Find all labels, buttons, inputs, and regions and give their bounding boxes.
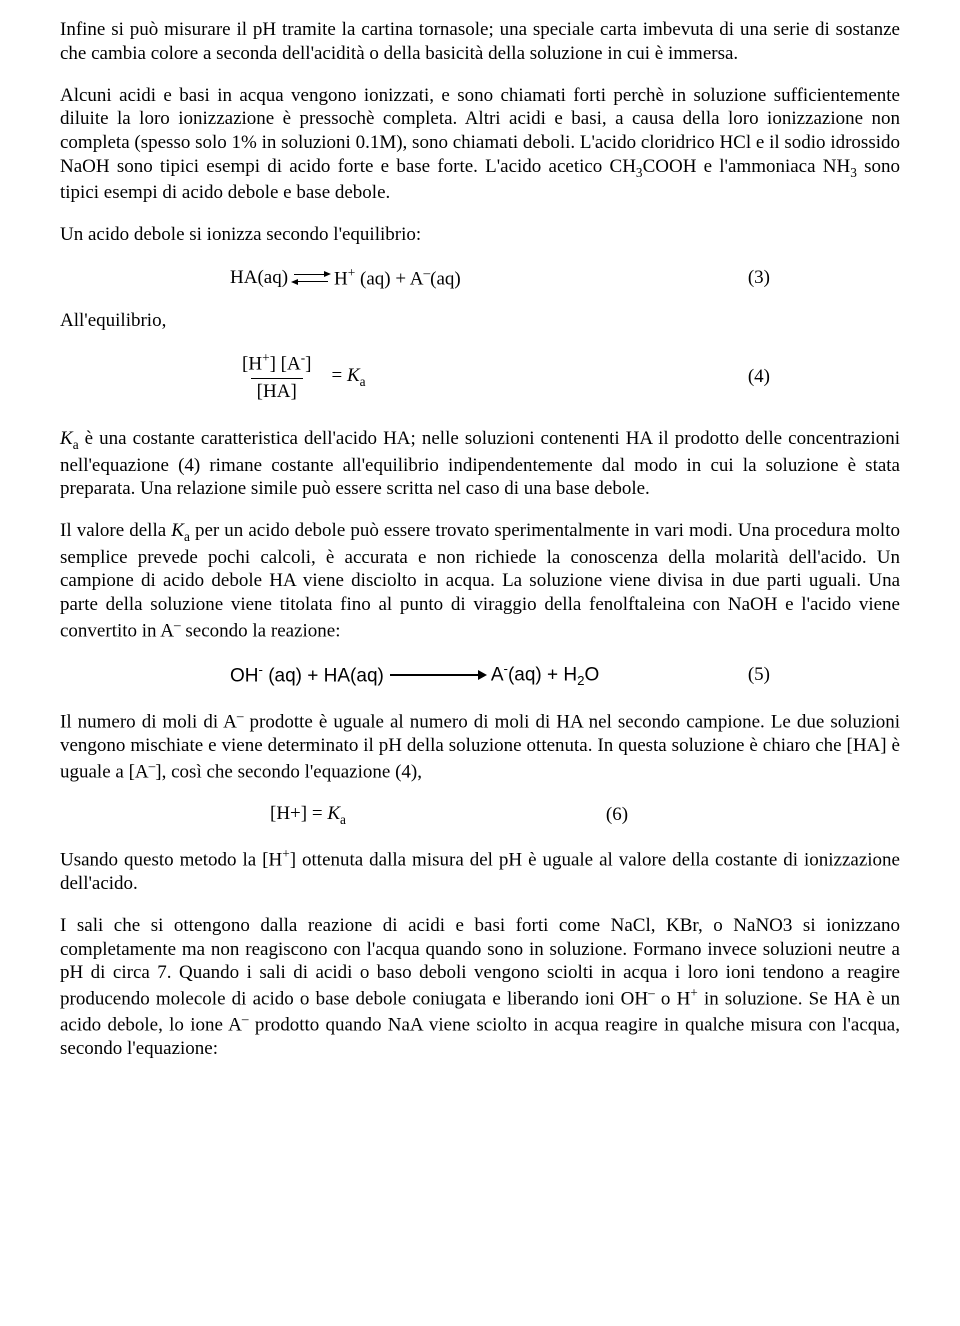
p7-text-c: ], così che secondo l'equazione (4), bbox=[155, 761, 422, 782]
eq6-lhs: [H+] = bbox=[270, 803, 327, 824]
paragraph-1: Infine si può misurare il pH tramite la … bbox=[60, 18, 900, 66]
eq5-lhs-b: (aq) + HA(aq) bbox=[263, 666, 384, 687]
eq3-rhs-b: (aq) + A bbox=[355, 268, 423, 289]
p8-text-a: Usando questo metodo la [H bbox=[60, 849, 282, 870]
sub-3a: 3 bbox=[636, 165, 643, 180]
eq6-a: a bbox=[340, 811, 346, 826]
equation-4: [H+] [A-] [HA] = Ka (4) bbox=[60, 350, 900, 403]
p7-sup-minus: – bbox=[237, 708, 244, 723]
eq3-rhs-c: (aq) bbox=[430, 268, 461, 289]
eq6-number: (6) bbox=[606, 803, 628, 827]
p6-sup-minus: – bbox=[174, 617, 181, 632]
sub-3b: 3 bbox=[850, 165, 857, 180]
eq4-num-c: ] bbox=[305, 354, 311, 375]
eq5-rhs-b: (aq) + H bbox=[508, 664, 577, 685]
eq3-rhs: H+ (aq) + A–(aq) bbox=[334, 265, 461, 291]
p5-text: è una costante caratteristica dell'acido… bbox=[60, 428, 900, 499]
p9-sup-plus: + bbox=[690, 985, 698, 1000]
equation-6: [H+] = Ka (6) bbox=[60, 802, 900, 828]
paragraph-7: Il numero di moli di A– prodotte è ugual… bbox=[60, 708, 900, 784]
eq4-number: (4) bbox=[748, 365, 900, 389]
eq4-den: [HA] bbox=[251, 378, 303, 404]
eq5-rhs-a: A bbox=[491, 664, 504, 685]
p6-text-a: Il valore della bbox=[60, 520, 171, 541]
paragraph-9: I sali che si ottengono dalla reazione d… bbox=[60, 914, 900, 1061]
paragraph-5: Ka è una costante caratteristica dell'ac… bbox=[60, 427, 900, 501]
equation-3: HA(aq) H+ (aq) + A–(aq) (3) bbox=[60, 265, 900, 291]
eq4-num-a: [H bbox=[242, 354, 262, 375]
eq4-rhs: = Ka bbox=[331, 364, 365, 390]
paragraph-3: Un acido debole si ionizza secondo l'equ… bbox=[60, 223, 900, 247]
p9-sup-minus2: – bbox=[242, 1011, 249, 1026]
paragraph-8: Usando questo metodo la [H+] ottenuta da… bbox=[60, 846, 900, 896]
p2-text-b: COOH e l'ammoniaca NH bbox=[643, 156, 851, 177]
p7-text-a: Il numero di moli di A bbox=[60, 711, 237, 732]
equilibrium-arrow-icon bbox=[292, 271, 330, 285]
p5-K: K bbox=[60, 428, 73, 449]
eq4-a: a bbox=[360, 373, 366, 388]
p6-text-c: secondo la reazione: bbox=[181, 620, 341, 641]
eq4-K: K bbox=[347, 365, 360, 386]
eq5-lhs: OH- (aq) + HA(aq) bbox=[230, 662, 384, 688]
eq5-lhs-a: OH bbox=[230, 666, 259, 687]
eq3-lhs: HA(aq) bbox=[230, 266, 288, 290]
eq6-K: K bbox=[327, 803, 340, 824]
eq5-rhs-c: O bbox=[585, 664, 600, 685]
eq5-sub-2: 2 bbox=[577, 673, 584, 688]
p8-sup-plus: + bbox=[282, 846, 290, 861]
eq5-number: (5) bbox=[748, 663, 900, 687]
eq5-rhs: A-(aq) + H2O bbox=[491, 661, 599, 690]
eq4-num-b: ] [A bbox=[270, 354, 301, 375]
paragraph-4: All'equilibrio, bbox=[60, 309, 900, 333]
eq3-number: (3) bbox=[748, 266, 900, 290]
eq4-fraction: [H+] [A-] [HA] bbox=[236, 350, 317, 403]
p9-text-b: o H bbox=[655, 988, 691, 1009]
eq4-eq-sign: = bbox=[331, 365, 346, 386]
reaction-arrow-icon bbox=[390, 670, 485, 680]
paragraph-2: Alcuni acidi e basi in acqua vengono ion… bbox=[60, 84, 900, 205]
eq4-sup-plus: + bbox=[262, 350, 270, 365]
paragraph-6: Il valore della Ka per un acido debole p… bbox=[60, 519, 900, 643]
p6-K: K bbox=[171, 520, 184, 541]
p9-sup-minus: – bbox=[648, 985, 655, 1000]
eq3-rhs-a: H bbox=[334, 268, 348, 289]
equation-5: OH- (aq) + HA(aq) A-(aq) + H2O (5) bbox=[60, 661, 900, 690]
